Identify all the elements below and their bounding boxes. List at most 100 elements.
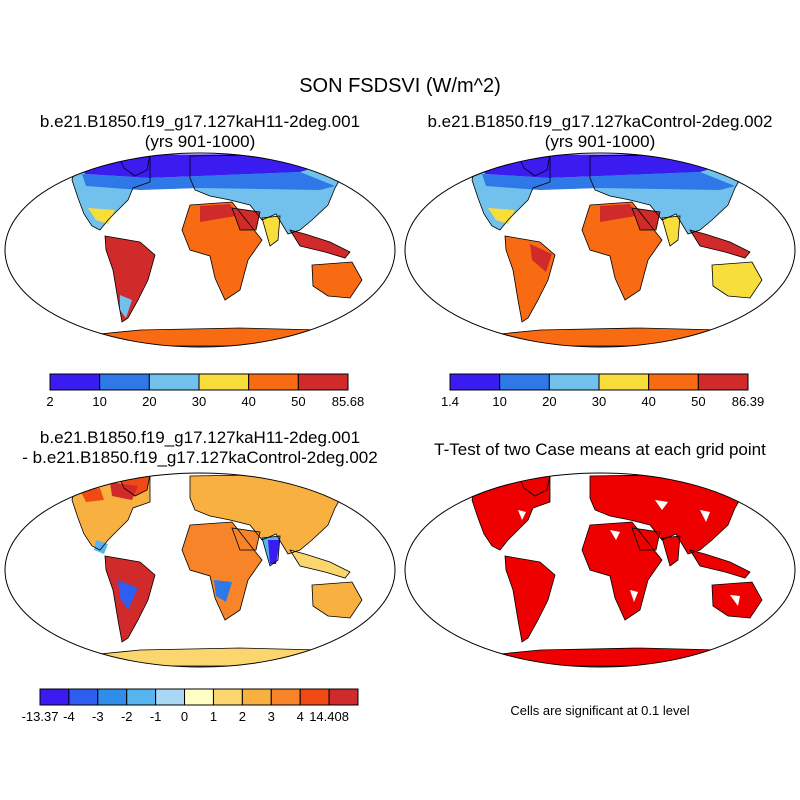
land-region-samerica xyxy=(505,556,555,642)
panel-2-title-line2: (yrs 901-1000) xyxy=(544,132,656,151)
figure-title: SON FSDSVI (W/m^2) xyxy=(299,75,501,97)
panel-1-title-line1: b.e21.B1850.f19_g17.127kaH11-2deg.001 xyxy=(39,112,361,131)
colorbar-tick-label: -2 xyxy=(121,709,133,724)
panel-2-title: b.e21.B1850.f19_g17.127kaControl-2deg.00… xyxy=(400,112,800,152)
colorbar-tick-label: 1.4 xyxy=(441,394,459,409)
land-region-india xyxy=(262,216,280,246)
value-patch xyxy=(82,172,335,190)
colorbar-swatch xyxy=(499,373,550,391)
colorbar-tick-label: -4 xyxy=(63,709,75,724)
value-patch xyxy=(518,510,526,520)
colorbar-swatch xyxy=(548,373,600,391)
land-region-arabia xyxy=(632,528,660,550)
colorbar-swatch xyxy=(241,688,272,706)
colorbar-3: -13.37 -4 -3 -2 -1 0 1 2 3 4 14.408 xyxy=(22,688,359,724)
land-region-seasia xyxy=(690,550,750,578)
land-region-australia xyxy=(312,262,362,298)
land-region-eurasia xyxy=(190,474,350,554)
value-patch xyxy=(482,172,735,190)
value-patch xyxy=(214,580,232,602)
colorbar-tick-label: 85.68 xyxy=(332,394,365,409)
colorbar-tick-label: 50 xyxy=(291,394,305,409)
colorbar-tick-label: 10 xyxy=(492,394,506,409)
land-region-eurasia xyxy=(590,474,750,554)
value-patch xyxy=(730,595,740,606)
land-region-india xyxy=(662,216,680,246)
land-region-australia xyxy=(312,582,362,618)
colorbar-swatch xyxy=(126,688,157,706)
value-patch xyxy=(655,500,668,510)
panel-3-title-line2: - b.e21.B1850.f19_g17.127kaControl-2deg.… xyxy=(22,448,378,467)
colorbar-swatch xyxy=(270,688,301,706)
colorbar-swatch xyxy=(39,688,70,706)
colorbar-tick-label: 86.39 xyxy=(732,394,765,409)
colorbar-tick-label: 40 xyxy=(641,394,655,409)
colorbar-tick-label: 4 xyxy=(297,709,304,724)
colorbar-swatch xyxy=(212,688,243,706)
colorbar-tick-label: 20 xyxy=(542,394,556,409)
land-region-arabia xyxy=(232,208,260,230)
colorbar-tick-label: 3 xyxy=(268,709,275,724)
map-panel-2 xyxy=(404,152,796,348)
value-patch xyxy=(268,540,280,564)
map-boundary xyxy=(4,472,396,668)
value-patch xyxy=(600,204,636,222)
panel-2-title-line1: b.e21.B1850.f19_g17.127kaControl-2deg.00… xyxy=(427,112,773,131)
map-panel-3 xyxy=(4,472,396,668)
colorbar-swatch xyxy=(155,688,186,706)
colorbar-tick-label: 14.408 xyxy=(309,709,349,724)
value-patch xyxy=(110,482,138,500)
colorbar-swatch xyxy=(68,688,99,706)
colorbar-2: 1.4 10 20 30 40 50 86.39 xyxy=(441,373,765,409)
land-region-namerica xyxy=(472,475,550,550)
land-region-seasia xyxy=(290,550,350,578)
land-region-samerica xyxy=(105,236,155,322)
map-panel-4 xyxy=(404,472,796,668)
colorbar-swatch xyxy=(449,373,501,391)
colorbar-tick-label: -3 xyxy=(92,709,104,724)
land-region-seasia xyxy=(290,230,350,258)
colorbar-tick-label: 1 xyxy=(210,709,217,724)
colorbar-swatch xyxy=(148,373,200,391)
colorbar-tick-label: 50 xyxy=(691,394,705,409)
land-region-arabia xyxy=(632,208,660,230)
panel-1-title-line2: (yrs 901-1000) xyxy=(144,132,256,151)
colorbar-swatch xyxy=(248,373,299,391)
colorbar-tick-label: 2 xyxy=(46,394,53,409)
colorbar-swatch xyxy=(97,688,128,706)
land-region-arabia xyxy=(232,528,260,550)
colorbar-swatch xyxy=(198,373,250,391)
colorbar-tick-label: 30 xyxy=(192,394,206,409)
colorbar-tick-label: -13.37 xyxy=(22,709,59,724)
colorbar-swatch xyxy=(99,373,150,391)
value-patch xyxy=(700,510,710,522)
colorbar-tick-label: 30 xyxy=(592,394,606,409)
colorbar-tick-label: 0 xyxy=(181,709,188,724)
land-region-australia xyxy=(712,262,762,298)
colorbar-tick-label: 20 xyxy=(142,394,156,409)
land-region-seasia xyxy=(690,230,750,258)
colorbar-swatch xyxy=(598,373,650,391)
colorbar-1: 2 10 20 30 40 50 85.68 xyxy=(46,373,365,409)
panel-3-title: b.e21.B1850.f19_g17.127kaH11-2deg.001 - … xyxy=(0,428,400,468)
panel-3-title-line1: b.e21.B1850.f19_g17.127kaH11-2deg.001 xyxy=(39,428,361,447)
map-boundary xyxy=(404,152,796,348)
value-patch xyxy=(118,580,138,610)
colorbar-tick-label: 40 xyxy=(241,394,255,409)
map-panel-1 xyxy=(4,152,396,348)
panel-4-title-line1: T-Test of two Case means at each grid po… xyxy=(434,440,766,459)
colorbar-swatch xyxy=(49,373,101,391)
colorbar-swatch xyxy=(648,373,699,391)
colorbar-swatch xyxy=(697,373,749,391)
map-boundary xyxy=(404,472,796,668)
panel-1-title: b.e21.B1850.f19_g17.127kaH11-2deg.001 (y… xyxy=(0,112,400,152)
value-patch xyxy=(630,590,638,602)
value-patch xyxy=(94,540,108,554)
colorbar-tick-label: 10 xyxy=(92,394,106,409)
colorbar-tick-label: -1 xyxy=(150,709,162,724)
value-patch xyxy=(530,244,552,272)
land-region-india xyxy=(662,536,680,566)
value-patch xyxy=(610,530,620,540)
colorbar-swatch xyxy=(297,373,349,391)
colorbar-swatch xyxy=(328,688,359,706)
